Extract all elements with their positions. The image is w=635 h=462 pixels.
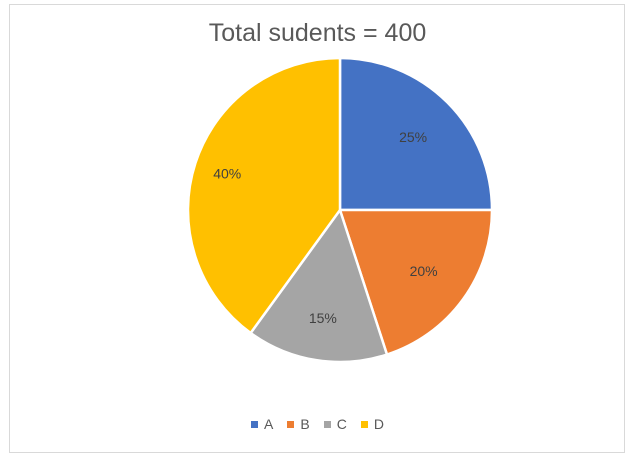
pie-slice-a: [338, 56, 494, 212]
pie-slice-d: [186, 56, 342, 335]
data-label-a: 25%: [399, 129, 427, 145]
legend-item-b: B: [287, 416, 310, 432]
legend-label: A: [264, 416, 274, 432]
legend-swatch-icon: [251, 420, 259, 428]
legend-swatch-icon: [287, 420, 295, 428]
data-label-d: 40%: [213, 165, 241, 181]
legend-item-a: A: [251, 416, 273, 432]
chart-title: Total sudents = 400: [208, 19, 427, 47]
data-label-b: 20%: [410, 263, 438, 279]
legend-swatch-icon: [323, 420, 331, 428]
pie-slice-c: [248, 207, 389, 364]
legend-label: B: [300, 416, 310, 432]
data-label-c: 15%: [309, 310, 337, 326]
legend-label: C: [336, 416, 347, 432]
legend-item-c: C: [323, 416, 347, 432]
legend-label: D: [373, 416, 384, 432]
legend-item-d: D: [360, 416, 384, 432]
legend: A B C D: [0, 416, 635, 432]
pie-slice-b: [338, 208, 494, 357]
legend-swatch-icon: [360, 420, 368, 428]
